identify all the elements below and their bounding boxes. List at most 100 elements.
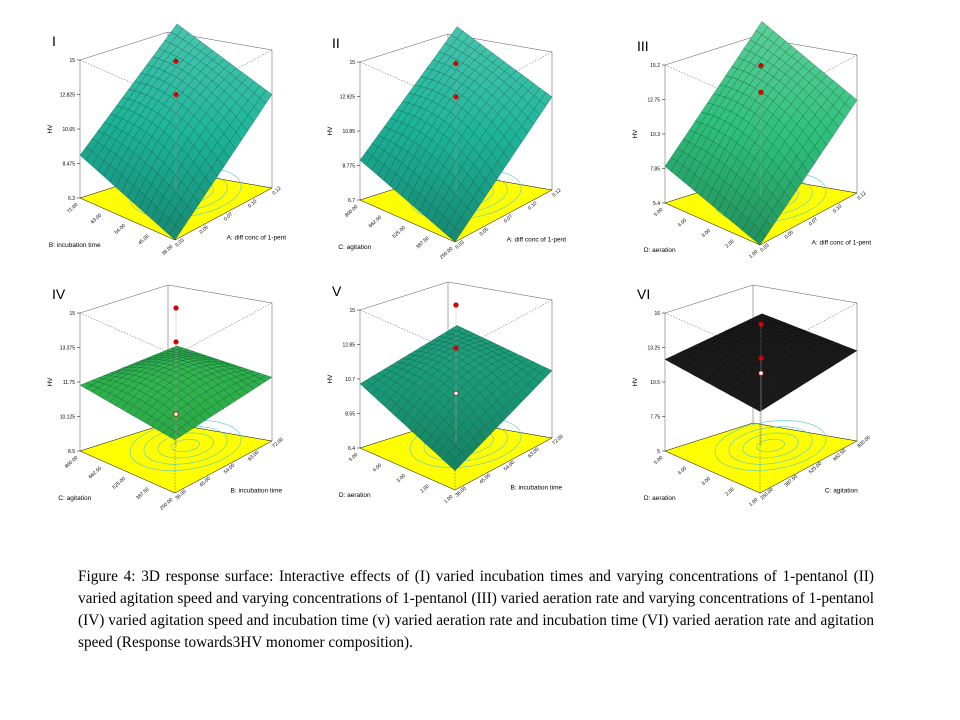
panel-label: V	[332, 283, 342, 299]
x-tick-label: 0.07	[503, 213, 514, 224]
y-tick-label: 54.00	[114, 223, 127, 236]
y-tick-label: 662.50	[88, 465, 104, 480]
box-edge	[79, 312, 176, 356]
y-tick-label: 5.00	[653, 455, 664, 466]
panel-VI: VI57.7510.513.2516HV250.00387.50525.0066…	[632, 284, 872, 508]
z-axis-label: HV	[632, 377, 639, 387]
figure-caption: Figure 4: 3D response surface: Interacti…	[78, 568, 874, 651]
y-tick-label: 250.00	[159, 497, 175, 512]
surface-cell	[753, 229, 767, 246]
contour-line	[728, 426, 813, 465]
z-tick-label: 8.5	[68, 449, 75, 455]
box-edge	[447, 281, 553, 301]
z-tick-label: 16	[654, 311, 660, 317]
y-tick-label: 3.00	[701, 476, 712, 487]
panel-I: I 6.3 8.475 10.65 12.825 15 HV 0.03 0.05 0.07 0.10…	[47, 23, 287, 257]
y-axis-label: C: agitation	[338, 244, 371, 251]
y-axis-label: D: aeration	[644, 247, 676, 254]
z-tick-label: 13.25	[647, 345, 660, 351]
x-tick-label: 0.03	[174, 237, 185, 248]
x-tick-label: 0.10	[832, 203, 843, 214]
box-edge	[759, 302, 858, 356]
box-edge	[752, 284, 858, 304]
x-tick-label: 0.12	[271, 185, 282, 196]
y-tick-label: 1.00	[748, 249, 759, 260]
y-tick-label: 2.00	[724, 486, 735, 497]
z-tick-label: 6.7	[348, 198, 355, 204]
contour-line	[714, 420, 827, 471]
response-surface	[359, 325, 553, 471]
box-edge	[174, 302, 273, 356]
response-surface	[79, 23, 273, 241]
y-axis-label: D: aeration	[339, 492, 371, 499]
y-tick-label: 36.00	[161, 244, 174, 257]
y-tick-label: 387.50	[415, 235, 431, 250]
figure-panels: I 6.3 8.475 10.65 12.825 15 HV 0.03 0.05 0.07 0.10…	[47, 21, 872, 512]
x-axis-label: B: incubation time	[511, 484, 563, 491]
surface-cell	[168, 431, 182, 441]
y-tick-label: 63.00	[90, 212, 103, 225]
x-tick-label: 0.05	[784, 229, 795, 240]
box-edge	[79, 59, 176, 103]
x-axis-label: B: incubation time	[231, 487, 283, 494]
y-tick-label: 5.00	[348, 452, 359, 463]
panel-label: I	[52, 33, 56, 49]
response-surface	[664, 21, 858, 246]
z-tick-label: 15.2	[650, 63, 660, 69]
x-tick-label: 72.00	[271, 437, 284, 450]
x-tick-label: 0.10	[247, 198, 258, 209]
y-axis-label: C: agitation	[58, 495, 91, 502]
box-edge	[359, 33, 449, 63]
z-tick-label: 10.65	[62, 127, 75, 133]
z-tick-label: 10.85	[342, 129, 355, 135]
box-edge	[359, 61, 456, 105]
panel-II: II 6.7 8.775 10.85 12.925 15 HV 0.03 0.05 0.07 0.1…	[327, 26, 567, 261]
box-edge	[664, 36, 754, 66]
panel-label: IV	[52, 286, 66, 302]
z-axis-label: HV	[47, 377, 54, 387]
surface-cell	[448, 458, 462, 471]
x-tick-label: 0.03	[759, 242, 770, 253]
y-tick-label: 1.00	[443, 494, 454, 505]
z-axis-label: HV	[327, 374, 334, 384]
z-tick-label: 10.7	[345, 377, 355, 383]
z-tick-label: 10.125	[60, 414, 76, 420]
y-tick-label: 4.00	[372, 462, 383, 473]
y-tick-label: 800.00	[64, 455, 80, 470]
z-tick-label: 15	[349, 60, 355, 66]
z-tick-label: 13.375	[60, 345, 76, 351]
y-tick-label: 250.00	[439, 246, 455, 261]
y-tick-label: 45.00	[137, 233, 150, 246]
box-edge	[664, 64, 761, 108]
x-axis-label: A: diff conc of 1-pent	[507, 236, 567, 243]
x-axis-label: A: diff conc of 1-pent	[227, 234, 287, 241]
box-edge	[359, 309, 456, 353]
y-tick-label: 4.00	[677, 465, 688, 476]
x-tick-label: 0.05	[199, 224, 210, 235]
z-tick-label: 10.5	[650, 380, 660, 386]
z-tick-label: 7.75	[650, 414, 660, 420]
x-axis-label: C: agitation	[825, 487, 858, 494]
box-edge	[79, 31, 169, 61]
y-axis-label: D: aeration	[644, 495, 676, 502]
contour-line	[171, 438, 200, 453]
y-tick-label: 72.00	[66, 202, 79, 215]
y-tick-label: 5.00	[653, 207, 664, 218]
z-tick-label: 6.4	[348, 446, 355, 452]
x-tick-label: 0.10	[527, 200, 538, 211]
panel-V: V6.48.5510.712.8515HV36.0045.0054.0063.0…	[327, 281, 565, 505]
y-tick-label: 662.50	[368, 214, 384, 229]
box-edge	[664, 312, 761, 356]
x-tick-label: 0.07	[223, 211, 234, 222]
y-tick-label: 1.00	[748, 497, 759, 508]
z-axis-label: HV	[47, 124, 54, 134]
box-edge	[167, 284, 273, 304]
y-tick-label: 2.00	[724, 238, 735, 249]
surface-cell	[753, 403, 767, 412]
y-tick-label: 3.00	[701, 228, 712, 239]
panel-label: III	[637, 38, 649, 54]
z-tick-label: 8.55	[345, 411, 355, 417]
z-tick-label: 12.825	[60, 92, 76, 98]
y-tick-label: 800.00	[344, 204, 360, 219]
z-tick-label: 5.4	[653, 201, 660, 207]
